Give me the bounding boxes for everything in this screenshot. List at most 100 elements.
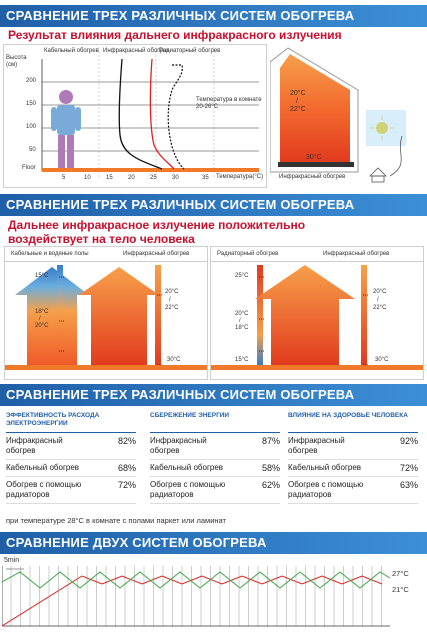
stat-row: Инфракрасный обогрев 82%	[6, 433, 136, 460]
stat-value: 72%	[117, 480, 136, 490]
cable-heating-curve	[118, 58, 163, 170]
panel1-label-left: Кабельные и водяные полы	[11, 251, 89, 257]
stat-value: 62%	[261, 480, 280, 490]
panel2-t-top: 25°C	[235, 273, 249, 279]
interval-label: 5min	[4, 557, 20, 564]
panel1-t-sep: /	[39, 316, 41, 322]
stat-row: Кабельный обогрев 72%	[288, 460, 418, 477]
y-tick-150: 150	[26, 101, 37, 107]
stat-value: 87%	[261, 436, 280, 446]
radiator-heating-curve	[167, 64, 185, 170]
height-temperature-chart-panel: Кабельный обогрев Инфракрасный обогрев Р…	[3, 44, 267, 188]
stat-label: Обогрев с помощью радиаторов	[150, 480, 226, 499]
panel2-red-arrow	[255, 265, 355, 365]
section2-subtitle-line2: воздействует на тело человека	[8, 232, 195, 246]
panel2-t-mid2: 18°C	[235, 325, 249, 331]
y-axis-label: Высота (см)	[6, 55, 27, 68]
panel2-r-mid1: 20°C	[373, 289, 387, 295]
stat-label: Инфракрасный обогрев	[150, 436, 207, 455]
stat-row: Инфракрасный обогрев 87%	[150, 433, 280, 460]
panel2-label-left: Радиаторный обогрев	[217, 251, 279, 257]
x-tick-30: 30	[172, 175, 179, 181]
stat-row: Кабельный обогрев 68%	[6, 460, 136, 477]
temp-low-label: 21°C	[392, 585, 409, 594]
panel1-label-right: Инфракрасный обогрев	[123, 251, 190, 257]
panel1-r-mid1: 20°C	[165, 289, 179, 295]
stat-row: Обогрев с помощью радиаторов 63%	[288, 477, 418, 504]
legend-infrared: Инфракрасный обогрев	[103, 48, 170, 54]
stat-column-efficiency: ЭФФЕКТИВНОСТЬ РАСХОДА ЭЛЕКТРОЭНЕРГИИ Инф…	[6, 412, 136, 504]
y-tick-200: 200	[26, 78, 37, 84]
stat-label: Обогрев с помощью радиаторов	[6, 480, 82, 499]
stat-row: Кабельный обогрев 58%	[150, 460, 280, 477]
panel1-t-top: 15°C	[35, 273, 49, 279]
height-temperature-chart	[41, 47, 259, 177]
panel2-t-sep: /	[239, 318, 241, 324]
stat-value: 63%	[399, 480, 418, 490]
green-system-line	[2, 571, 391, 589]
house-diagram: 20°C / 22°C 30°C Инфракрасный обогрев	[270, 44, 424, 186]
panel1-t-mid2: 20°C	[35, 323, 49, 329]
house-floor-temp: 30°C	[306, 154, 322, 161]
y-tick-100: 100	[26, 124, 37, 130]
section2-banner: СРАВНЕНИЕ ТРЕХ РАЗЛИЧНЫХ СИСТЕМ ОБОГРЕВА	[0, 194, 427, 216]
x-tick-20: 20	[128, 175, 135, 181]
panel1-r-mid2: 22°C	[165, 305, 179, 311]
legend-radiator: Радиаторный обогрев	[159, 48, 221, 54]
panel2-label-right: Инфракрасный обогрев	[323, 251, 390, 257]
panel1-r-bottom: 30°C	[167, 357, 181, 363]
temp-high-label: 27°C	[392, 569, 409, 578]
person-figure	[51, 90, 81, 168]
panel2-t-bottom: 15°C	[235, 357, 249, 363]
stat-label: Обогрев с помощью радиаторов	[288, 480, 364, 499]
house-temp-top: 20°C	[290, 90, 306, 97]
x-tick-5: 5	[62, 175, 66, 181]
x-tick-10: 10	[84, 175, 91, 181]
stat-row: Инфракрасный обогрев 92%	[288, 433, 418, 460]
stat-column-saving: СБЕРЕЖЕНИЕ ЭНЕРГИИ Инфракрасный обогрев 8…	[150, 412, 280, 504]
stat-column-health: ВЛИЯНИЕ НА ЗДОРОВЬЕ ЧЕЛОВЕКА Инфракрасны…	[288, 412, 418, 504]
panel-radiator-vs-infrared: Радиаторный обогрев Инфракрасный обогрев…	[210, 246, 424, 380]
stat-footnote: при температуре 28°C в комнате с полами …	[6, 516, 226, 525]
x-tick-15: 15	[106, 175, 113, 181]
stat-value: 92%	[399, 436, 418, 446]
panel2-t-mid1: 20°C	[235, 311, 249, 317]
x-axis-label: Температура(°C)	[216, 174, 264, 180]
stat-label: Кабельный обогрев	[150, 463, 224, 472]
two-systems-chart	[2, 566, 391, 627]
panel1-r-sep: /	[169, 297, 171, 303]
panel1-blue-arrow	[15, 267, 89, 365]
stat-header-saving: СБЕРЕЖЕНИЕ ЭНЕРГИИ	[150, 412, 280, 433]
stat-header-health: ВЛИЯНИЕ НА ЗДОРОВЬЕ ЧЕЛОВЕКА	[288, 412, 418, 433]
legend-cable: Кабельный обогрев	[44, 48, 99, 54]
house-floor-label: Инфракрасный обогрев	[279, 174, 346, 180]
panel2-r-bottom: 30°C	[375, 357, 389, 363]
red-system-line	[2, 575, 383, 627]
y-tick-50: 50	[29, 147, 36, 153]
infrared-heating-curve	[149, 58, 175, 170]
panel2-r-mid2: 22°C	[373, 305, 387, 311]
section2-subtitle-line1: Дальнее инфракрасное излучение положител…	[8, 218, 306, 232]
section4-banner: СРАВНЕНИЕ ДВУХ СИСТЕМ ОБОГРЕВА	[0, 532, 427, 554]
stat-value: 82%	[117, 436, 136, 446]
panel1-t-mid1: 18°C	[35, 309, 49, 315]
stat-value: 72%	[399, 463, 418, 473]
y-tick-floor: Floor	[22, 165, 36, 171]
panel2-r-sep: /	[377, 297, 379, 303]
stat-row: Обогрев с помощью радиаторов 62%	[150, 477, 280, 504]
house-temp-sep: /	[296, 98, 298, 105]
stat-row: Обогрев с помощью радиаторов 72%	[6, 477, 136, 504]
house-temp-bottom: 22°C	[290, 106, 306, 113]
room-temp-note: Температура в комнате 20-26°C	[196, 97, 262, 110]
section1-subtitle: Результат влияния дальнего инфракрасного…	[8, 28, 342, 42]
x-tick-25: 25	[150, 175, 157, 181]
stat-label: Инфракрасный обогрев	[288, 436, 345, 455]
stat-label: Кабельный обогрев	[6, 463, 80, 472]
stat-value: 68%	[117, 463, 136, 473]
panel1-red-arrow	[79, 267, 159, 365]
stat-header-efficiency: ЭФФЕКТИВНОСТЬ РАСХОДА ЭЛЕКТРОЭНЕРГИИ	[6, 412, 136, 433]
x-tick-35: 35	[202, 175, 209, 181]
stat-label: Кабельный обогрев	[288, 463, 362, 472]
panel-cable-vs-infrared: Кабельные и водяные полы Инфракрасный об…	[4, 246, 208, 380]
stat-label: Инфракрасный обогрев	[6, 436, 63, 455]
